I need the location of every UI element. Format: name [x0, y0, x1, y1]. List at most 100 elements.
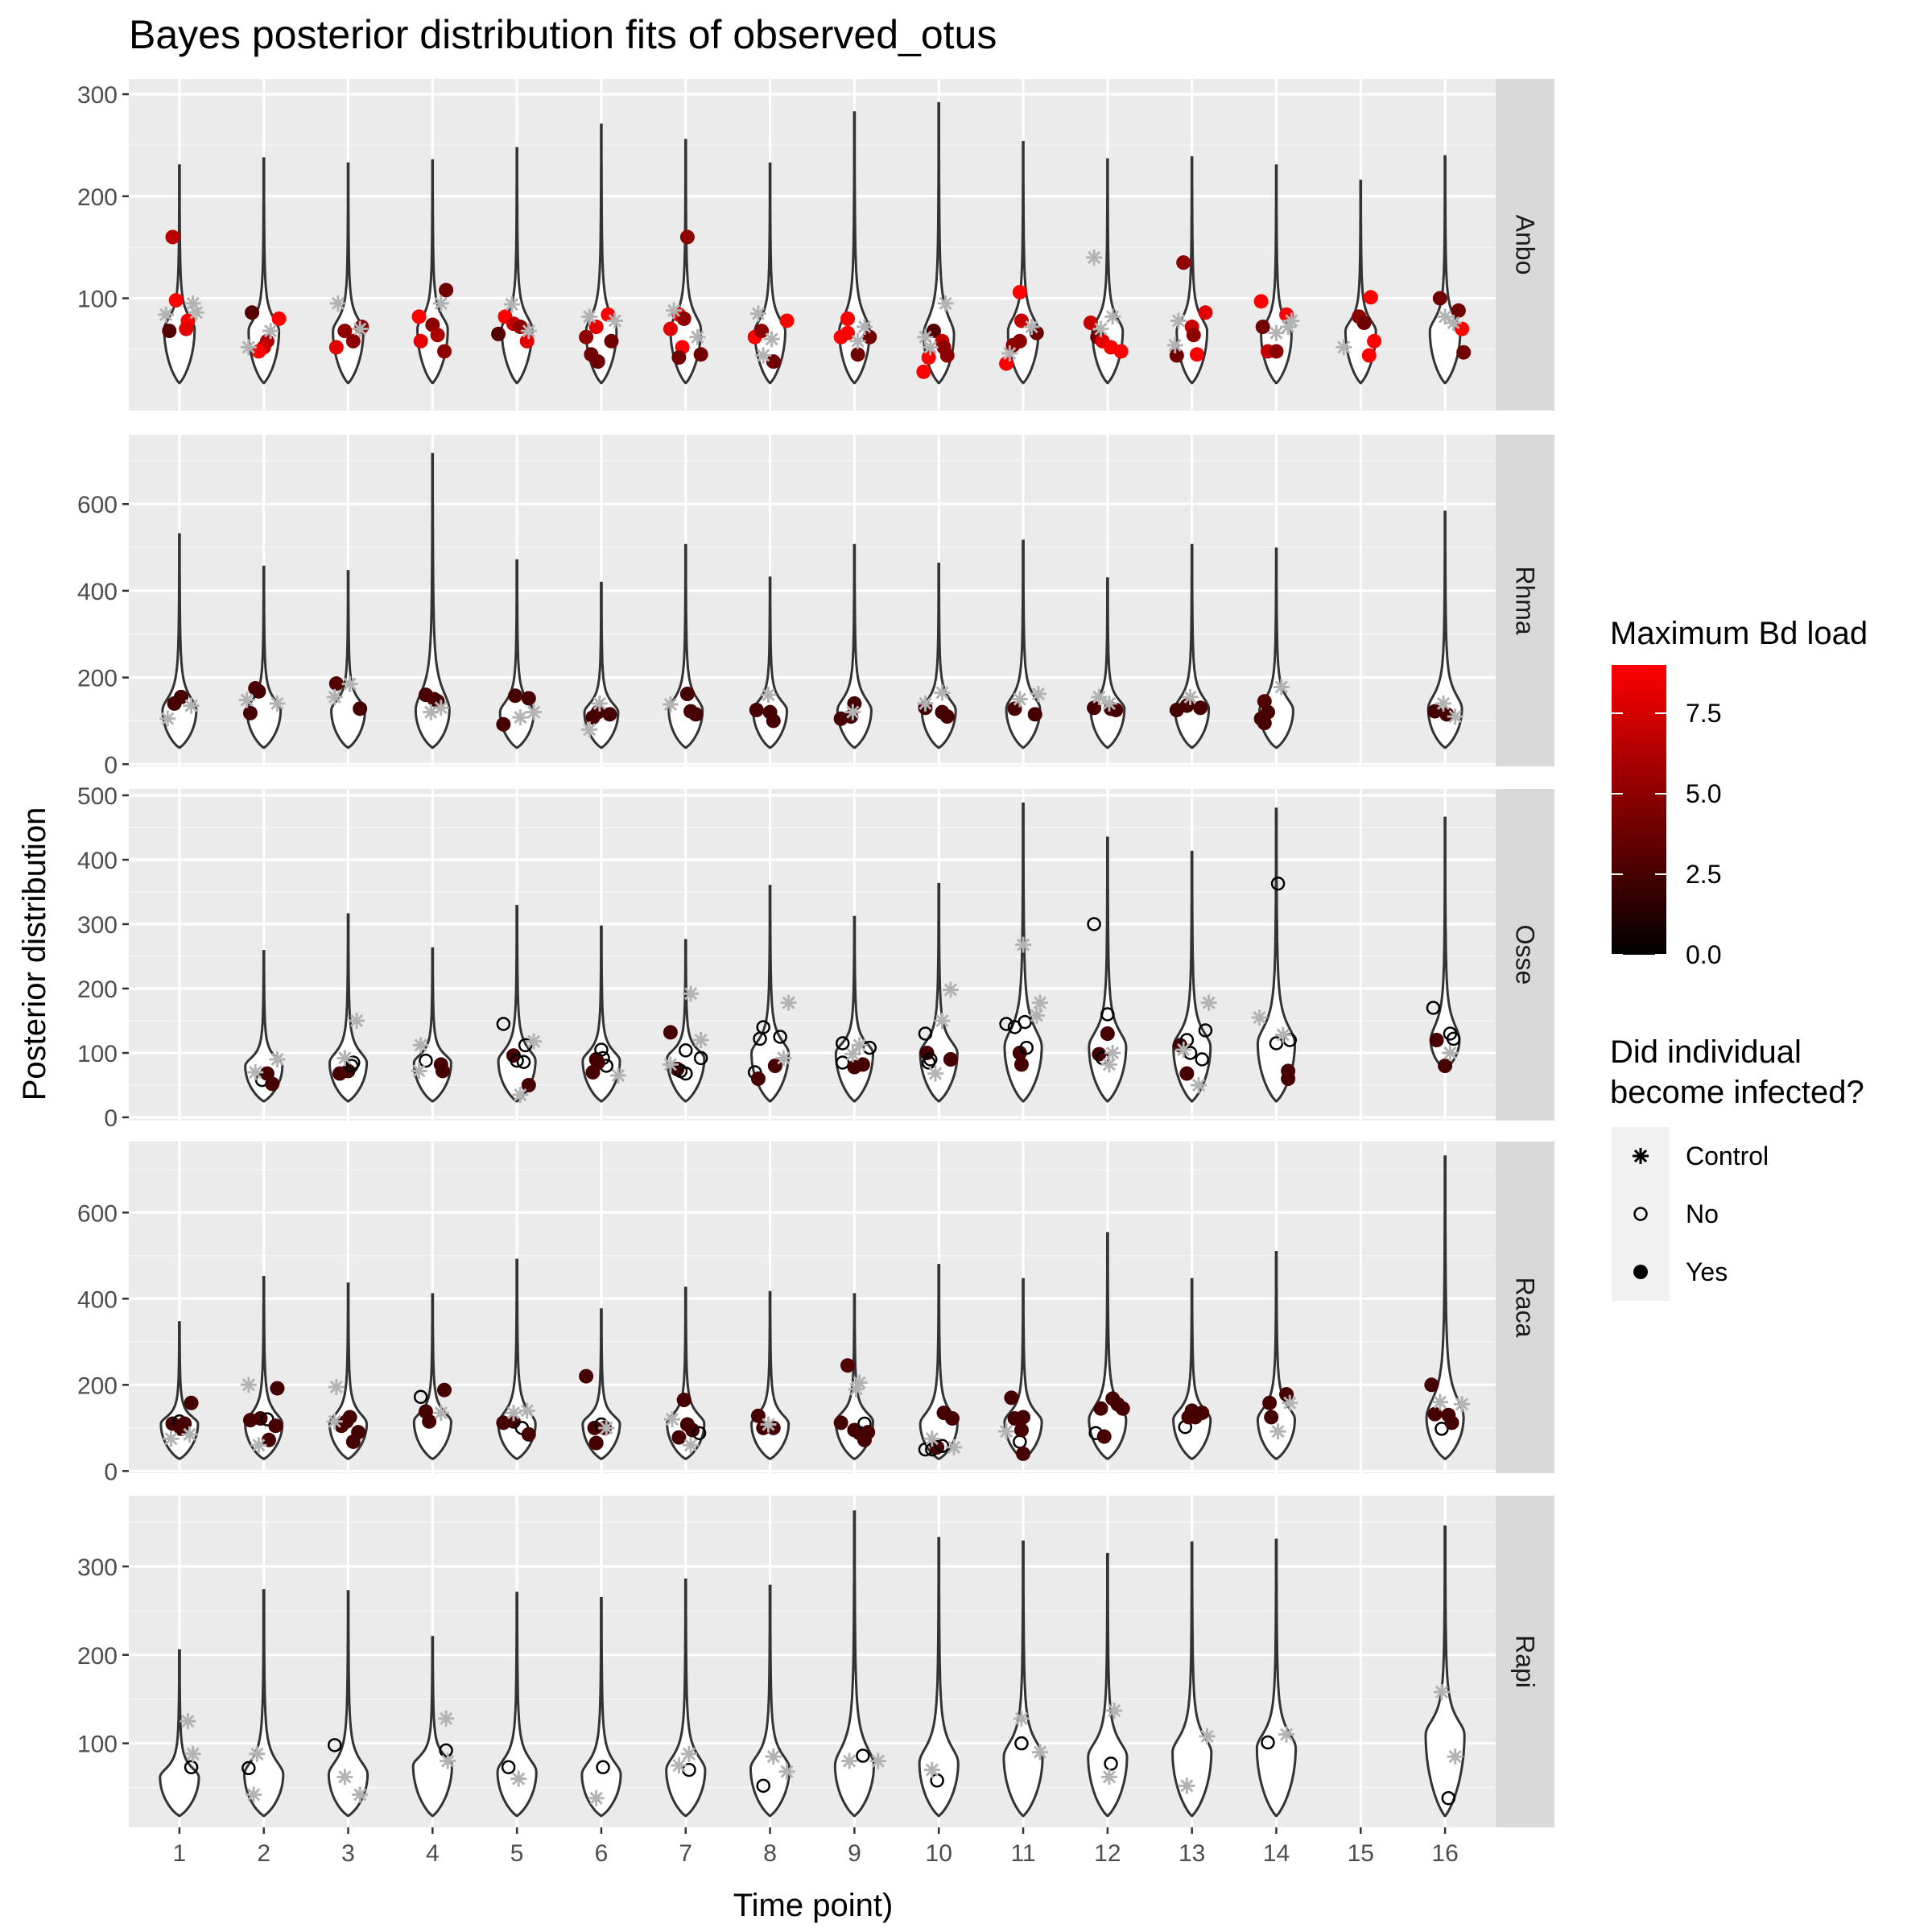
infected-point — [590, 354, 605, 369]
not-infected-point — [594, 1042, 609, 1057]
x-tick-label: 15 — [1348, 1840, 1374, 1867]
control-point — [588, 1790, 605, 1806]
violin — [665, 1578, 707, 1818]
violin — [159, 1649, 200, 1818]
facet-strip — [1496, 1141, 1554, 1473]
control-point — [250, 1437, 267, 1454]
infected-point — [1016, 1410, 1031, 1425]
control-point — [1282, 1394, 1298, 1411]
not-infected-point — [756, 1020, 770, 1034]
infected-point — [439, 283, 454, 298]
infected-point — [693, 347, 708, 362]
asterisk-stroke — [939, 296, 952, 311]
infected-point — [265, 1076, 280, 1092]
control-point — [1431, 1393, 1448, 1410]
control-point — [183, 697, 200, 714]
violin — [496, 1591, 538, 1818]
not-infected-point — [510, 1053, 524, 1068]
facet-strip — [1496, 435, 1554, 766]
asterisk-stroke — [1168, 338, 1182, 352]
asterisk-stroke — [1177, 1042, 1191, 1057]
infected-point — [939, 709, 955, 724]
control-point — [1104, 1045, 1121, 1061]
asterisk-stroke — [765, 332, 778, 346]
asterisk-stroke — [512, 1772, 526, 1785]
asterisk-stroke — [694, 1033, 708, 1047]
control-point — [432, 295, 449, 312]
control-point — [1182, 688, 1199, 705]
asterisk-stroke — [665, 1412, 679, 1426]
asterisk-stroke — [1448, 1749, 1462, 1764]
asterisk-stroke — [161, 712, 175, 725]
not-infected-point — [773, 1030, 787, 1044]
control-point — [188, 304, 204, 321]
infected-point — [519, 333, 535, 349]
infected-point — [437, 1382, 452, 1397]
violin — [328, 913, 369, 1103]
violin — [1087, 1553, 1129, 1818]
infected-point — [943, 1052, 958, 1067]
asterisk-stroke — [1033, 1745, 1047, 1759]
asterisk-stroke — [600, 1421, 613, 1435]
asterisk-stroke — [1025, 320, 1038, 334]
infected-point — [750, 1408, 766, 1423]
control-point — [760, 687, 777, 704]
open-circle-icon — [1633, 1207, 1648, 1221]
asterisk-stroke — [514, 1088, 527, 1102]
infected-point — [437, 344, 452, 359]
violin — [1005, 539, 1042, 749]
control-point — [1335, 339, 1352, 356]
not-infected-point — [693, 1051, 708, 1066]
control-point — [329, 295, 346, 312]
violin — [328, 1282, 369, 1460]
infected-point — [261, 1432, 276, 1447]
control-point — [1013, 1710, 1030, 1727]
asterisk-stroke — [947, 1440, 961, 1455]
control-point — [503, 296, 520, 313]
asterisk-stroke — [691, 330, 704, 344]
asterisk-stroke — [762, 688, 775, 702]
asterisk-stroke — [1283, 1396, 1297, 1410]
infected-point — [328, 676, 344, 691]
control-point — [432, 700, 449, 716]
not-infected-point — [679, 1066, 693, 1081]
asterisk-stroke — [663, 1058, 678, 1071]
control-point — [749, 305, 766, 322]
infected-point — [944, 1411, 960, 1426]
infected-point — [435, 1063, 450, 1079]
control-point — [1104, 308, 1121, 325]
asterisk-stroke — [1016, 938, 1030, 952]
control-point — [598, 1419, 615, 1436]
control-point — [609, 1067, 626, 1084]
infected-point — [1004, 1390, 1019, 1406]
panel-rapi: 100 200 300 Rapi — [77, 1496, 1554, 1827]
infected-point — [1444, 1415, 1459, 1430]
facet-strip — [1496, 79, 1554, 411]
asterisk-stroke — [1031, 687, 1046, 701]
violin — [243, 1589, 285, 1818]
asterisk-stroke — [183, 1427, 196, 1441]
control-point — [269, 1051, 286, 1067]
infected-point — [1189, 347, 1204, 362]
infected-point — [1198, 305, 1213, 320]
infected-point — [1363, 290, 1378, 305]
control-point — [1274, 1026, 1291, 1043]
control-point — [438, 1710, 455, 1727]
violin — [580, 1596, 622, 1818]
not-infected-point — [1014, 1736, 1029, 1751]
asterisk-stroke — [164, 1432, 178, 1446]
asterisk-stroke — [782, 996, 795, 1009]
y-tick-label: 200 — [77, 1373, 118, 1399]
control-point — [1447, 708, 1463, 725]
color-tick-label: 7.5 — [1686, 699, 1721, 728]
asterisk-stroke — [412, 1064, 426, 1078]
asterisk-stroke — [328, 1414, 341, 1428]
control-point — [778, 1763, 795, 1780]
asterisk-stroke — [672, 1758, 686, 1773]
x-tick-label: 12 — [1094, 1840, 1121, 1867]
infected-point — [1427, 1406, 1443, 1422]
control-point — [946, 1439, 963, 1455]
infected-point — [1016, 1446, 1031, 1461]
color-tick-label: 5.0 — [1686, 779, 1721, 808]
color-legend-title: Maximum Bd load — [1610, 616, 1868, 651]
